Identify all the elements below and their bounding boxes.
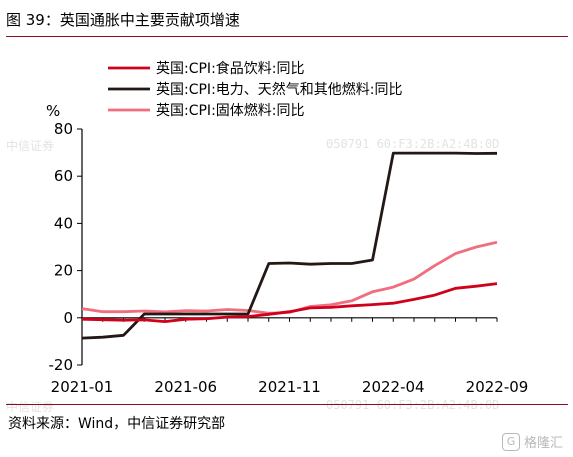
brand-logo-icon: G	[501, 432, 520, 451]
y-tick-label: 40	[54, 214, 73, 232]
y-tick-label: 0	[63, 309, 73, 327]
series-line-2	[81, 151, 498, 340]
y-tick-label: -20	[49, 356, 74, 374]
watermark-left-top: 中信证券	[6, 139, 55, 153]
x-tick-label: 2022-04	[362, 378, 425, 396]
legend: 英国:CPI:食品饮料:同比英国:CPI:电力、天然气和其他燃料:同比英国:CP…	[108, 60, 403, 119]
y-axis-unit-label: %	[46, 102, 60, 120]
chart-title: 图 39：英国通胀中主要贡献项增速	[6, 11, 240, 29]
x-tick-label: 2022-09	[466, 378, 529, 396]
y-axis: 80 60 40 20 0 -20	[49, 120, 83, 374]
series-line-1	[81, 282, 498, 324]
x-tick-label: 2021-01	[51, 378, 114, 396]
series-group	[81, 151, 498, 340]
watermark-right-bottom: 050791 60:F3:2B:A2:4B:0D	[326, 398, 500, 412]
legend-label-2: 英国:CPI:电力、天然气和其他燃料:同比	[156, 81, 403, 98]
footer-divider	[6, 404, 568, 405]
series-line-3	[81, 240, 498, 315]
x-tick-label: 2021-11	[258, 378, 321, 396]
legend-label-1: 英国:CPI:食品饮料:同比	[156, 60, 305, 77]
brand-watermark: G 格隆汇	[501, 432, 563, 451]
title-divider	[6, 36, 568, 37]
y-tick-label: 80	[54, 120, 73, 138]
legend-label-3: 英国:CPI:固体燃料:同比	[156, 102, 305, 119]
source-note: 资料来源：Wind，中信证券研究部	[8, 416, 226, 432]
brand-name: 格隆汇	[523, 436, 563, 451]
watermark-right-top: 050791 60:F3:2B:A2:4B:0D	[326, 137, 500, 151]
y-tick-label: 60	[54, 167, 73, 185]
x-tick-label: 2021-06	[154, 378, 217, 396]
x-axis: 2021-01 2021-06 2021-11 2022-04 2022-09	[51, 317, 529, 396]
watermark-left-bottom: 中信证券	[6, 400, 55, 414]
y-tick-label: 20	[54, 262, 73, 280]
